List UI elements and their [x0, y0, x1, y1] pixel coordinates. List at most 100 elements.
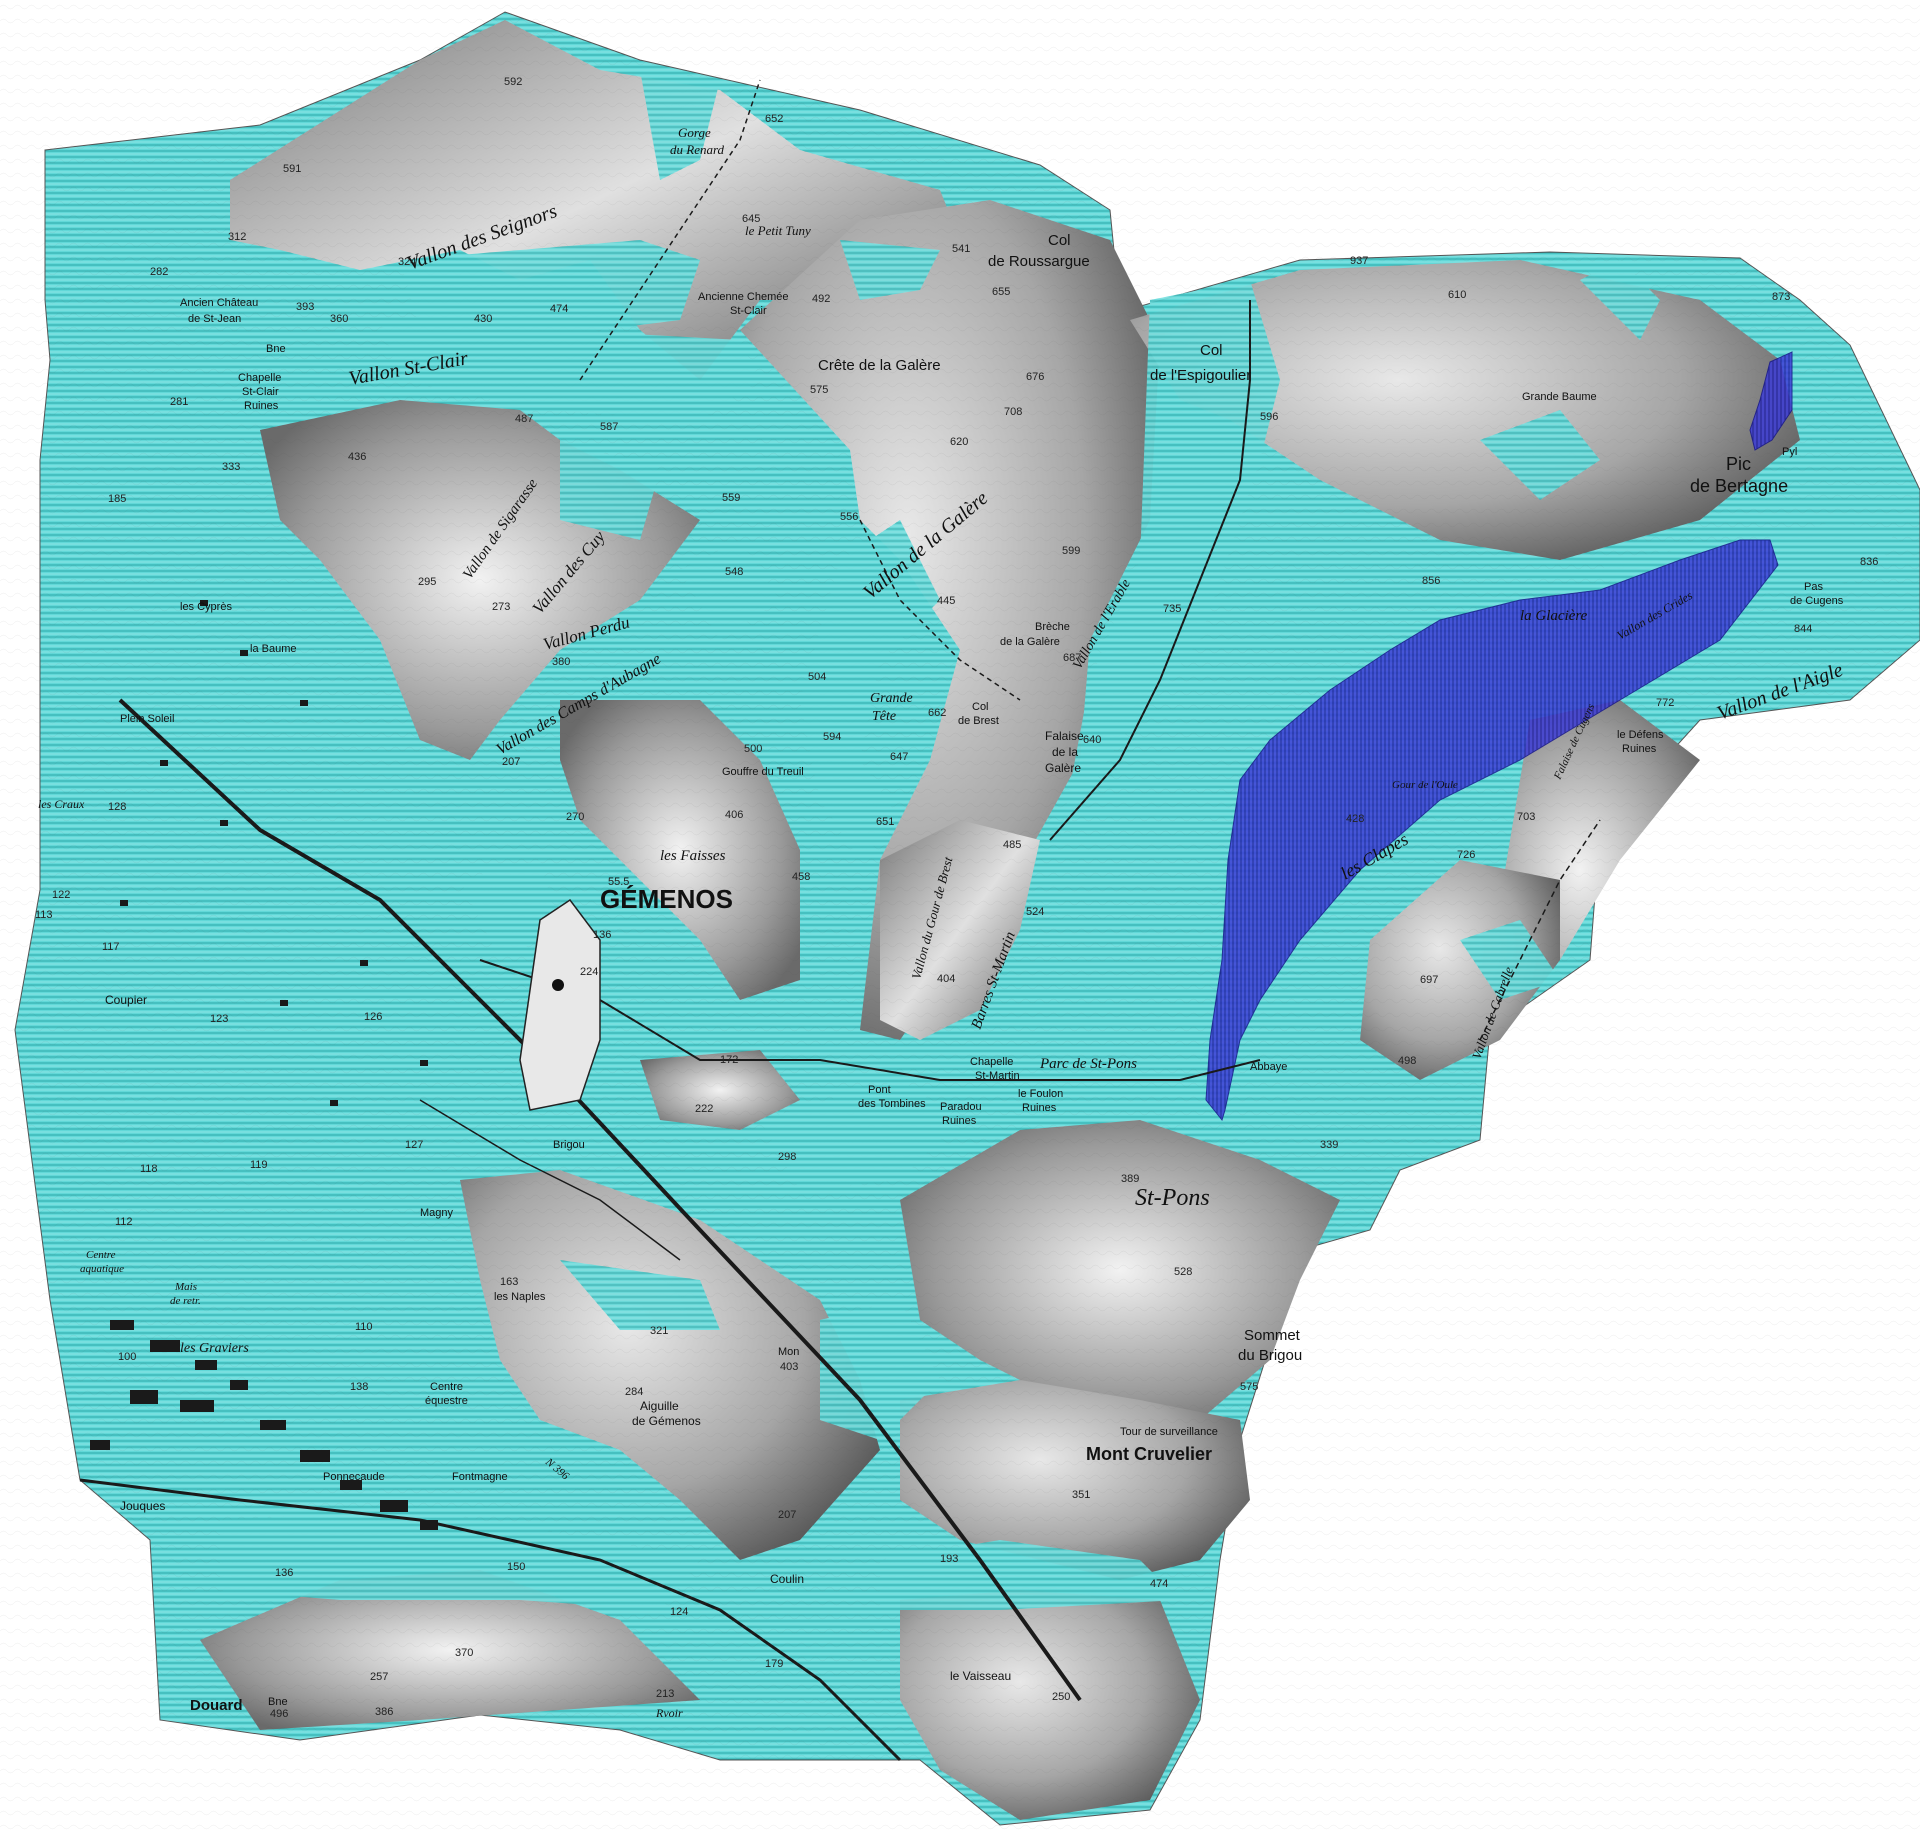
elevation-250: 250	[1052, 1691, 1070, 1703]
elevation-599: 599	[1062, 545, 1080, 557]
label-ancienne-chemee-1: Ancienne Chemée	[698, 291, 789, 303]
elevation-labels: 652 645 591 592 541 937 873 655 492 676 …	[35, 76, 1878, 1720]
elevation-333: 333	[222, 461, 240, 473]
elevation-185: 185	[108, 493, 126, 505]
elevation-498: 498	[1398, 1055, 1416, 1067]
elevation-487: 487	[515, 413, 533, 425]
elevation-703: 703	[1517, 811, 1535, 823]
elevation-430: 430	[474, 313, 492, 325]
label-centre-aquatique-1: Centre	[86, 1249, 116, 1261]
label-chapelle-st-clair-2: St-Clair	[242, 386, 279, 398]
label-plein-soleil: Plein Soleil	[120, 713, 174, 725]
label-chapelle-st-martin-2: St-Martin	[975, 1070, 1020, 1082]
label-bne-douard: Bne	[268, 1696, 288, 1708]
elevation-697: 697	[1420, 974, 1438, 986]
elevation-541: 541	[952, 243, 970, 255]
label-chapelle-st-clair-1: Chapelle	[238, 372, 281, 384]
town-gemenos	[519, 898, 601, 1111]
label-gemenos: GÉMENOS	[600, 884, 733, 914]
elevation-324: 324	[398, 256, 416, 268]
label-mon: Mon	[778, 1346, 799, 1358]
label-centre-equestre-1: Centre	[430, 1381, 463, 1393]
elevation-298: 298	[778, 1151, 796, 1163]
road-brigou	[419, 1099, 681, 1261]
label-mais-retraite-1: Mais	[174, 1281, 197, 1293]
elevation-687: 687	[1063, 652, 1081, 664]
label-la-glaciere: la Glacière	[1520, 608, 1588, 624]
elevation-594: 594	[823, 731, 841, 743]
elevation-119: 119	[250, 1159, 268, 1171]
label-ponnecaude: Ponnecaude	[323, 1471, 385, 1483]
elevation-587: 587	[600, 421, 618, 433]
elevation-873: 873	[1772, 291, 1790, 303]
elevation-645: 645	[742, 213, 760, 225]
label-falaise-galere-3: Galère	[1045, 761, 1081, 775]
blue-zone-clapes	[1205, 539, 1779, 1122]
label-pyl: Pyl	[1782, 446, 1797, 458]
elevation-436: 436	[348, 451, 366, 463]
elevation-556: 556	[840, 511, 858, 523]
elevation-735: 735	[1163, 603, 1181, 615]
label-pic-bertagne-2: de Bertagne	[1690, 476, 1788, 496]
elevation-620: 620	[950, 436, 968, 448]
label-mont-cruvelier: Mont Cruvelier	[1086, 1444, 1212, 1464]
label-col-brest-1: Col	[972, 701, 989, 713]
label-mais-retraite-2: de retr.	[170, 1295, 201, 1307]
elevation-575b: 575	[1240, 1381, 1258, 1393]
elevation-647: 647	[890, 751, 908, 763]
church-icon	[552, 979, 564, 991]
label-chapelle-st-clair-3: Ruines	[244, 400, 279, 412]
label-grande-tete-2: Tête	[872, 709, 896, 724]
label-pont-tombines-2: des Tombines	[858, 1098, 926, 1110]
label-les-naples: les Naples	[494, 1291, 546, 1303]
elevation-284: 284	[625, 1386, 643, 1398]
elevation-844: 844	[1794, 623, 1812, 635]
label-aiguille-1: Aiguille	[640, 1399, 679, 1413]
elevation-222: 222	[695, 1103, 713, 1115]
label-les-craux: les Craux	[38, 797, 85, 811]
label-les-defens-2: Ruines	[1622, 743, 1657, 755]
label-pont-tombines-1: Pont	[868, 1084, 891, 1096]
elevation-640: 640	[1083, 734, 1101, 746]
elevation-380: 380	[552, 656, 570, 668]
elevation-524: 524	[1026, 906, 1044, 918]
elevation-100: 100	[118, 1351, 136, 1363]
elevation-403: 403	[780, 1361, 798, 1373]
elevation-504: 504	[808, 671, 826, 683]
label-st-pons: St-Pons	[1135, 1185, 1210, 1211]
elevation-389: 389	[1121, 1173, 1139, 1185]
elevation-110: 110	[355, 1321, 373, 1333]
elevation-726: 726	[1457, 849, 1475, 861]
label-gorge-renard-2: du Renard	[670, 142, 725, 157]
label-col-espigoulier-2: de l'Espigoulier	[1150, 367, 1251, 384]
label-col-roussargue-2: de Roussargue	[988, 253, 1090, 270]
elevation-163: 163	[500, 1276, 518, 1288]
elevation-485: 485	[1003, 839, 1021, 851]
label-ancien-chateau-2: de St-Jean	[188, 313, 241, 325]
label-sommet-brigou-1: Sommet	[1244, 1327, 1301, 1344]
elevation-55.5: 55.5	[608, 876, 629, 888]
track-north	[579, 79, 761, 381]
elevation-124: 124	[670, 1606, 688, 1618]
elevation-122: 122	[52, 889, 70, 901]
elevation-708: 708	[1004, 406, 1022, 418]
label-les-cypres: les Cyprès	[180, 601, 232, 613]
label-les-defens-1: le Défens	[1617, 729, 1664, 741]
elevation-474b: 474	[1150, 1578, 1168, 1590]
elevation-273: 273	[492, 601, 510, 613]
label-ancienne-chemee-2: St-Clair	[730, 305, 767, 317]
blue-zone-bertagne	[1749, 351, 1793, 451]
label-gouffre-treuil: Gouffre du Treuil	[722, 766, 804, 778]
road-gemenos-st-pons	[479, 959, 1261, 1081]
elevation-339: 339	[1320, 1139, 1338, 1151]
label-chapelle-st-martin-1: Chapelle	[970, 1056, 1013, 1068]
road-cabrelle	[1479, 819, 1601, 1041]
label-col-roussargue-1: Col	[1048, 232, 1071, 249]
label-gour-oule: Gour de l'Oule	[1392, 779, 1458, 791]
elevation-281: 281	[170, 396, 188, 408]
label-grande-baume: Grande Baume	[1522, 391, 1597, 403]
label-le-foulon-2: Ruines	[1022, 1102, 1057, 1114]
label-fontmagne: Fontmagne	[452, 1471, 508, 1483]
elevation-474: 474	[550, 303, 568, 315]
blue-hatched-zone	[1205, 351, 1793, 1122]
